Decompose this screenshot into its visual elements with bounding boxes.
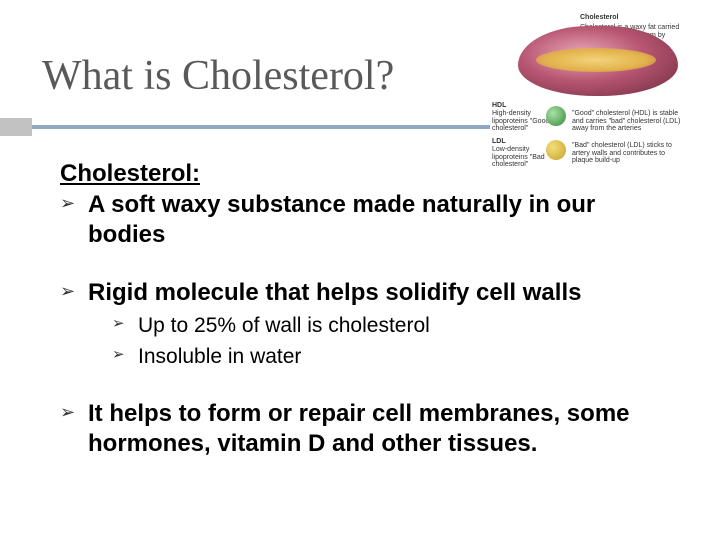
sub-list-item: Insoluble in water: [112, 343, 672, 370]
title-accent-block: [0, 118, 32, 136]
sub-list-item-text: Up to 25% of wall is cholesterol: [138, 314, 430, 337]
sub-bullet-list: Up to 25% of wall is cholesterol Insolub…: [112, 312, 672, 371]
good-chol-text: "Good" cholesterol (HDL) is stable and c…: [572, 110, 682, 133]
list-item-text: Rigid molecule that helps solidify cell …: [88, 279, 581, 306]
hdl-label: HDL: [492, 102, 506, 110]
list-item: It helps to form or repair cell membrane…: [60, 399, 672, 459]
list-item: Rigid molecule that helps solidify cell …: [60, 278, 672, 371]
hdl-sublabel: High-density lipoproteins "Good choleste…: [492, 110, 552, 133]
sub-list-item-text: Insoluble in water: [138, 345, 301, 368]
slide-title: What is Cholesterol?: [42, 52, 394, 100]
slide: What is Cholesterol? Cholesterol Cholest…: [0, 0, 720, 540]
sub-list-item: Up to 25% of wall is cholesterol: [112, 312, 672, 339]
list-item-text: It helps to form or repair cell membrane…: [88, 400, 630, 457]
list-item: A soft waxy substance made naturally in …: [60, 190, 672, 250]
hdl-icon: [546, 106, 566, 126]
content-heading: Cholesterol:: [60, 160, 672, 188]
title-accent-bar: [32, 125, 524, 129]
ldl-label: LDL: [492, 138, 506, 146]
diagram-title: Cholesterol: [580, 14, 619, 22]
ldl-icon: [546, 140, 566, 160]
bullet-list: A soft waxy substance made naturally in …: [60, 190, 672, 459]
list-item-text: A soft waxy substance made naturally in …: [88, 191, 595, 248]
blood-vessel-graphic: [518, 26, 678, 96]
content-body: Cholesterol: A soft waxy substance made …: [60, 160, 672, 459]
